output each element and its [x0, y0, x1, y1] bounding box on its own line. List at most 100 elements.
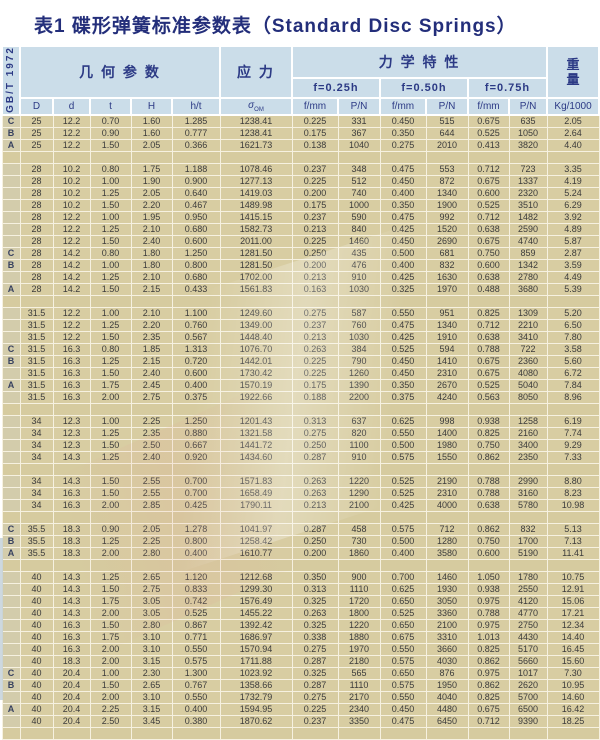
data-cell: 0.200 — [291, 259, 339, 272]
data-cell: 3580 — [425, 547, 469, 560]
data-cell: 348 — [337, 163, 381, 176]
data-cell: 40 — [19, 679, 54, 692]
data-cell: 14.3 — [52, 595, 91, 608]
series-type-cell — [1, 691, 21, 704]
table-row: 40 14.3 1.75 3.05 0.742 1576.49 0.325 1720 0.650… — [1, 595, 600, 608]
data-cell: 1.285 — [171, 114, 221, 128]
data-cell: 515 — [425, 114, 469, 128]
data-cell: 590 — [337, 211, 381, 224]
data-cell: 12.2 — [52, 307, 91, 320]
data-cell: 0.275 — [379, 139, 427, 152]
data-cell: 3050 — [425, 595, 469, 608]
data-cell: 0.525 — [379, 487, 427, 500]
series-type-cell: C — [1, 247, 21, 260]
separator-cell — [219, 727, 293, 740]
data-cell: 1201.43 — [219, 415, 293, 428]
data-cell: 2780 — [508, 271, 548, 284]
separator-cell — [52, 295, 91, 308]
data-cell: 1.25 — [89, 271, 132, 284]
data-cell: 0.175 — [291, 379, 339, 392]
data-cell: 1.50 — [89, 619, 132, 632]
data-cell: 34 — [19, 439, 54, 452]
data-cell: 2.20 — [130, 319, 173, 332]
separator-cell — [379, 727, 427, 740]
header-weight: 重 量 — [546, 45, 600, 99]
table-row: 40 20.4 2.50 3.45 0.380 1870.62 0.237 3350 0.475… — [1, 715, 600, 728]
data-cell: 0.350 — [379, 199, 427, 212]
data-cell: 3.05 — [130, 607, 173, 620]
data-cell: 14.2 — [52, 259, 91, 272]
data-cell: 0.375 — [379, 391, 427, 404]
data-cell: 0.600 — [467, 259, 510, 272]
separator-cell — [171, 151, 221, 164]
data-cell: 14.3 — [52, 583, 91, 596]
data-cell: 16.3 — [52, 391, 91, 404]
table-row: 40 16.3 1.75 3.10 0.771 1686.97 0.338 1880 0.675… — [1, 631, 600, 644]
separator-cell — [89, 403, 132, 416]
data-cell: 2990 — [508, 475, 548, 488]
data-cell: 31.5 — [19, 379, 54, 392]
data-cell: 0.550 — [171, 643, 221, 656]
data-cell: 1030 — [337, 331, 381, 344]
data-cell: 0.325 — [291, 595, 339, 608]
col-H: H — [130, 97, 173, 116]
data-cell: 10.2 — [52, 175, 91, 188]
data-cell: 31.5 — [19, 391, 54, 404]
data-cell: 1.80 — [130, 247, 173, 260]
data-cell: 3.35 — [546, 163, 600, 176]
data-cell: 1349.00 — [219, 319, 293, 332]
series-type-cell — [1, 571, 21, 584]
data-cell: 28 — [19, 259, 54, 272]
data-cell: 2360 — [508, 355, 548, 368]
data-cell: 910 — [337, 451, 381, 464]
data-cell: 0.550 — [379, 307, 427, 320]
data-cell: 3.15 — [130, 655, 173, 668]
data-cell: 2.05 — [546, 114, 600, 128]
data-cell: 0.380 — [171, 715, 221, 728]
table-row: 40 20.4 2.00 3.10 0.550 1732.79 0.275 2170 0.550… — [1, 691, 600, 704]
data-cell: 2.40 — [130, 235, 173, 248]
data-cell: 0.225 — [291, 703, 339, 716]
separator-cell — [19, 151, 54, 164]
data-cell: 7.74 — [546, 427, 600, 440]
data-cell: 0.525 — [467, 127, 510, 140]
data-cell: 2620 — [508, 679, 548, 692]
table-row: 34 12.3 1.25 2.35 0.880 1321.58 0.275 820 0.550 1… — [1, 427, 600, 440]
data-cell: 1342 — [508, 259, 548, 272]
data-cell: 12.2 — [52, 319, 91, 332]
separator-row — [1, 463, 600, 476]
separator-cell — [508, 727, 548, 740]
separator-cell — [508, 463, 548, 476]
separator-row — [1, 151, 600, 164]
data-cell: 0.825 — [467, 427, 510, 440]
data-cell: 1489.98 — [219, 199, 293, 212]
data-cell: 35.5 — [19, 547, 54, 560]
data-cell: 2.35 — [130, 331, 173, 344]
separator-cell — [52, 151, 91, 164]
data-cell: 31.5 — [19, 355, 54, 368]
series-type-cell — [1, 607, 21, 620]
data-cell: 2.64 — [546, 127, 600, 140]
separator-cell — [546, 463, 600, 476]
data-cell: 0.788 — [467, 607, 510, 620]
table-row: A 40 20.4 2.25 3.15 0.400 1594.95 0.225 2340 0.45… — [1, 703, 600, 716]
data-cell: 34 — [19, 415, 54, 428]
separator-cell — [171, 727, 221, 740]
data-cell: 1392.42 — [219, 619, 293, 632]
data-cell: 40 — [19, 619, 54, 632]
data-cell: 910 — [337, 271, 381, 284]
table-row: 31.5 16.3 1.50 2.40 0.600 1730.42 0.225 1260 0.4… — [1, 367, 600, 380]
series-type-cell — [1, 199, 21, 212]
data-cell: 512 — [337, 175, 381, 188]
separator-cell — [19, 295, 54, 308]
separator-cell — [1, 727, 21, 740]
data-cell: 0.750 — [467, 535, 510, 548]
data-cell: 40 — [19, 703, 54, 716]
separator-cell — [130, 151, 173, 164]
separator-cell — [467, 403, 510, 416]
series-type-cell — [1, 475, 21, 488]
data-cell: 2.55 — [130, 475, 173, 488]
data-cell: 12.2 — [52, 114, 91, 128]
separator-row — [1, 559, 600, 572]
series-type-cell: C — [1, 523, 21, 536]
